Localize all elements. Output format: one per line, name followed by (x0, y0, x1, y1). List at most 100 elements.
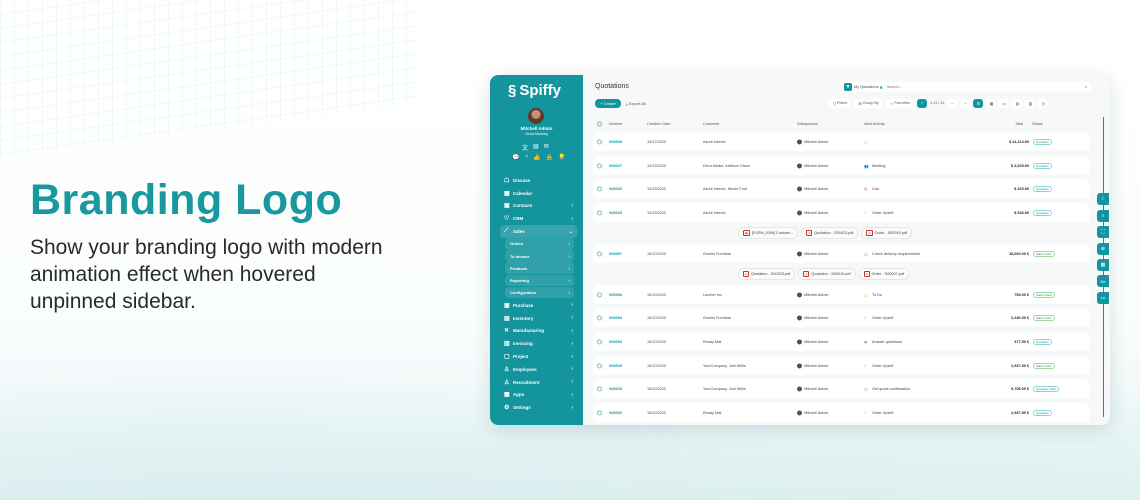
export-all-button[interactable]: ⤓ Export All (626, 101, 646, 106)
table-row[interactable]: S00028 10/17/2022 Azure Interior Mitchel… (593, 132, 1090, 151)
attachment[interactable]: ▣ [FURN_0096] Customi... (738, 227, 799, 239)
attachment[interactable]: A Order - S00015.pdf (861, 227, 913, 239)
attachment[interactable]: A Quotation - S00023.pdf (738, 268, 796, 280)
upsell-icon[interactable]: ⟋ (864, 363, 867, 368)
upsell-icon[interactable]: ⟋ (864, 210, 867, 215)
row-checkbox[interactable] (597, 386, 602, 391)
activity-clock-icon[interactable]: ◷ (864, 140, 868, 144)
select-all-checkbox[interactable] (597, 121, 602, 127)
side-tab[interactable]: Ne (1097, 275, 1109, 287)
search-bar[interactable]: ▼ My Quotations✖ ⌕ (844, 82, 1091, 92)
sidebar-item-settings[interactable]: ⚙ Settings › (504, 404, 573, 412)
order-number[interactable]: S00027 (609, 163, 623, 168)
sidebar-item-employees[interactable]: ♙ Employees › (504, 366, 573, 373)
row-checkbox[interactable] (597, 292, 602, 297)
sidebar-subitem-to-invoice[interactable]: To Invoice › (505, 250, 574, 262)
row-checkbox[interactable] (597, 363, 602, 368)
sidebar-item-apps[interactable]: ▦ Apps › (504, 391, 573, 399)
row-checkbox[interactable] (597, 139, 602, 144)
calendar-icon[interactable]: ▭ (864, 252, 868, 256)
create-button[interactable]: + Create (595, 99, 621, 108)
row-checkbox[interactable] (597, 410, 602, 415)
row-checkbox[interactable] (597, 163, 602, 168)
sidebar-item-crm[interactable]: ♡ CRM › (504, 215, 573, 223)
row-checkbox[interactable] (597, 251, 602, 256)
side-tab[interactable]: Le (1097, 291, 1109, 304)
col-total[interactable]: Total (1015, 122, 1024, 126)
sidebar-subitem-configuration[interactable]: Configuration › (505, 286, 574, 299)
row-checkbox[interactable] (597, 210, 602, 215)
lock-icon[interactable]: 🔒 (545, 155, 554, 161)
group-by-button[interactable]: ☰ Group By (854, 98, 883, 108)
filters-button[interactable]: ▽ Filters (829, 98, 852, 108)
col-number[interactable]: Number (609, 122, 623, 126)
chat-icon[interactable]: 💬 (512, 155, 520, 161)
thumb-icon[interactable]: 👍 (533, 155, 541, 161)
avatar[interactable] (528, 108, 544, 124)
sidebar-item-purchase[interactable]: ▣ Purchase › (504, 302, 573, 309)
search-icon[interactable]: ⌕ (1084, 85, 1087, 89)
table-row[interactable]: S00027 10/13/2022 Deco Addict, Addison O… (593, 156, 1090, 175)
calendar-view-icon[interactable]: ▭ (999, 98, 1010, 108)
meeting-icon[interactable]: 👥 (864, 164, 869, 168)
refresh-icon[interactable]: ○ (916, 98, 927, 108)
order-number[interactable]: S00019 (609, 363, 623, 368)
sidebar-item-sales[interactable]: ⟋ Sales ⌄ (500, 225, 577, 238)
search-icon[interactable]: ⌕ (1097, 209, 1109, 222)
sidebar-subitem-reporting[interactable]: Reporting › (505, 274, 574, 287)
table-row[interactable]: S00018 10/10/2022 YourCompany, Joel Will… (593, 379, 1090, 398)
col-customer[interactable]: Customer (703, 122, 720, 126)
graph-view-icon[interactable]: ▥ (1025, 98, 1036, 108)
expand-icon[interactable]: ⛶ (1097, 226, 1109, 238)
todo-icon[interactable]: ▭ (864, 293, 868, 297)
kanban-view-icon[interactable]: ▦ (986, 98, 997, 108)
order-number[interactable]: S00003 (609, 339, 623, 344)
order-number[interactable]: S00002 (609, 410, 623, 415)
row-checkbox[interactable] (597, 315, 602, 320)
col-date[interactable]: Creation Date (647, 122, 671, 126)
mail-icon[interactable]: ✉ (543, 144, 549, 150)
attachment[interactable]: A Quotation - S00023.pdf (801, 227, 859, 239)
order-number[interactable]: S00026 (609, 186, 623, 191)
sidebar-item-contacts[interactable]: ▣ Contacts › (504, 202, 573, 210)
bulb-icon[interactable]: 💡 (558, 155, 566, 161)
sidebar-item-project[interactable]: ▢ Project › (504, 353, 573, 361)
sidebar-item-discuss[interactable]: ☖ Discuss (504, 177, 531, 184)
activity-view-icon[interactable]: ◷ (1038, 98, 1049, 108)
prev-page-icon[interactable]: ← (947, 98, 958, 108)
star-icon[interactable]: ☆ (1097, 193, 1109, 205)
order-number[interactable]: S00018 (609, 386, 623, 391)
order-number[interactable]: S00028 (609, 139, 623, 144)
order-number[interactable]: S00023 (609, 210, 623, 215)
sidebar-item-invoicing[interactable]: ▥ Invoicing › (504, 340, 573, 348)
attachment[interactable]: A Quotation - S00010.pdf (798, 268, 856, 280)
search-input[interactable] (886, 85, 1085, 89)
remove-facet-icon[interactable]: ✖ (879, 85, 883, 90)
grid-icon[interactable]: ▦ (1097, 259, 1109, 271)
translate-icon[interactable]: 文 (522, 146, 529, 152)
list-view-icon[interactable]: ☰ (973, 98, 984, 108)
order-number[interactable]: S00004 (609, 315, 623, 320)
table-row[interactable]: S00003 10/10/2022 Ready Mat Mitchell Adm… (593, 332, 1090, 351)
sidebar-item-recruitment[interactable]: ♙ Recruitment › (504, 379, 573, 386)
brand-logo[interactable]: § Spiffy (508, 82, 562, 99)
document-icon[interactable]: ▤ (533, 144, 539, 150)
table-row[interactable]: S00023 10/13/2022 Azure Interior Mitchel… (593, 203, 1090, 222)
upsell-icon[interactable]: ⟋ (864, 315, 867, 320)
favorites-button[interactable]: ☆ Favorites (885, 98, 914, 108)
sidebar-item-inventory[interactable]: ▤ Inventory › (504, 315, 573, 322)
col-status[interactable]: Status (1032, 122, 1043, 126)
phone-icon[interactable]: ✆ (864, 187, 868, 191)
order-number[interactable]: S00006 (609, 292, 623, 297)
sidebar-item-manufacturing[interactable]: ✕ Manufacturing › (504, 327, 573, 335)
sidebar-item-calendar[interactable]: ▦ Calendar (504, 190, 533, 197)
next-page-icon[interactable]: → (960, 98, 971, 108)
table-row[interactable]: S00006 10/10/2022 Lumber Inc Mitchell Ad… (593, 285, 1090, 304)
sidebar-subitem-products[interactable]: Products › (505, 262, 574, 275)
facet-my-quotations[interactable]: My Quotations (854, 85, 879, 89)
table-row[interactable]: S00026 10/13/2022 Azure Interior, Nicole… (593, 179, 1090, 198)
sidebar-subitem-orders[interactable]: Orders › (505, 237, 574, 250)
zoom-icon[interactable]: ⊕ (1097, 242, 1109, 255)
row-checkbox[interactable] (597, 186, 602, 191)
table-row[interactable]: S00004 10/10/2022 Gemini Furniture Mitch… (593, 308, 1090, 327)
